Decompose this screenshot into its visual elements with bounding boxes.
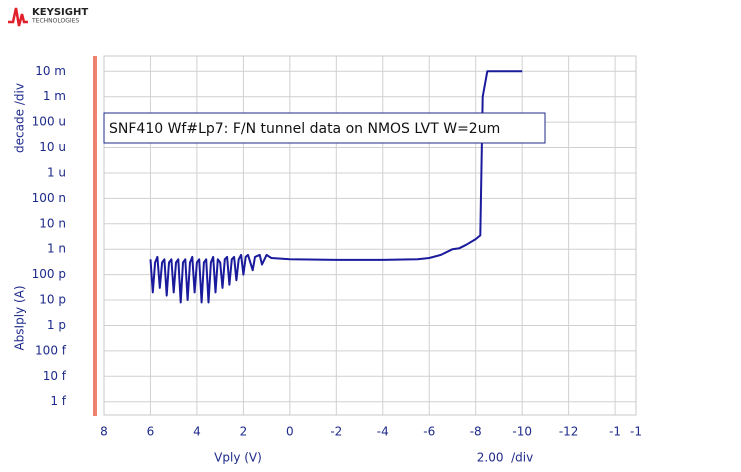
logo-name: KEYSIGHT bbox=[32, 7, 88, 18]
y-tick-label: 1 u bbox=[47, 165, 66, 179]
x-tick-label: -4 bbox=[377, 425, 389, 439]
x-tick-label: 2 bbox=[240, 425, 248, 439]
x-tick-label: 0 bbox=[286, 425, 294, 439]
x-tick-label: -1 bbox=[630, 425, 642, 439]
y-tick-label: 1 n bbox=[47, 242, 66, 256]
x-scale-label: 2.00 /div bbox=[477, 451, 533, 465]
y-tick-label: 100 n bbox=[32, 191, 66, 205]
x-tick-label: -6 bbox=[423, 425, 435, 439]
annotation: SNF410 Wf#Lp7: F/N tunnel data on NMOS L… bbox=[109, 121, 500, 137]
x-tick-label: -10 bbox=[512, 425, 532, 439]
y-tick-label: 10 m bbox=[35, 64, 66, 78]
y-tick-label: 100 f bbox=[35, 343, 67, 357]
x-tick-label: 8 bbox=[100, 425, 108, 439]
x-axis-label: Vply (V) bbox=[214, 451, 262, 465]
annotation-box bbox=[103, 112, 546, 144]
x-tick-label: -2 bbox=[330, 425, 342, 439]
y-axis-label: AbsIply (A) bbox=[13, 285, 27, 350]
y-tick-label: 10 u bbox=[39, 140, 66, 154]
logo-sub: TECHNOLOGIES bbox=[31, 18, 79, 25]
logo-icon bbox=[8, 7, 28, 27]
y-tick-label: 1 p bbox=[47, 318, 66, 332]
x-tick-label: 6 bbox=[147, 425, 155, 439]
y-tick-label: 100 u bbox=[32, 115, 66, 129]
y-tick-label: 1 f bbox=[50, 394, 66, 408]
y-tick-label: 100 p bbox=[32, 267, 66, 281]
y-tick-label: 1 m bbox=[43, 89, 66, 103]
data-line bbox=[149, 70, 523, 304]
plot-border bbox=[103, 55, 637, 416]
x-tick-label: -8 bbox=[470, 425, 482, 439]
x-tick-label: -1 bbox=[609, 425, 621, 439]
y-tick-label: 10 f bbox=[43, 369, 67, 383]
y-tick-label: 10 n bbox=[39, 216, 66, 230]
x-tick-label: 4 bbox=[193, 425, 201, 439]
x-tick-label: -12 bbox=[559, 425, 579, 439]
y-scale-label: decade /div bbox=[13, 83, 27, 153]
axis-bar bbox=[93, 56, 97, 416]
logo: KEYSIGHT TECHNOLOGIES bbox=[8, 7, 88, 27]
plot-area bbox=[103, 56, 637, 415]
y-tick-label: 10 p bbox=[39, 293, 66, 307]
